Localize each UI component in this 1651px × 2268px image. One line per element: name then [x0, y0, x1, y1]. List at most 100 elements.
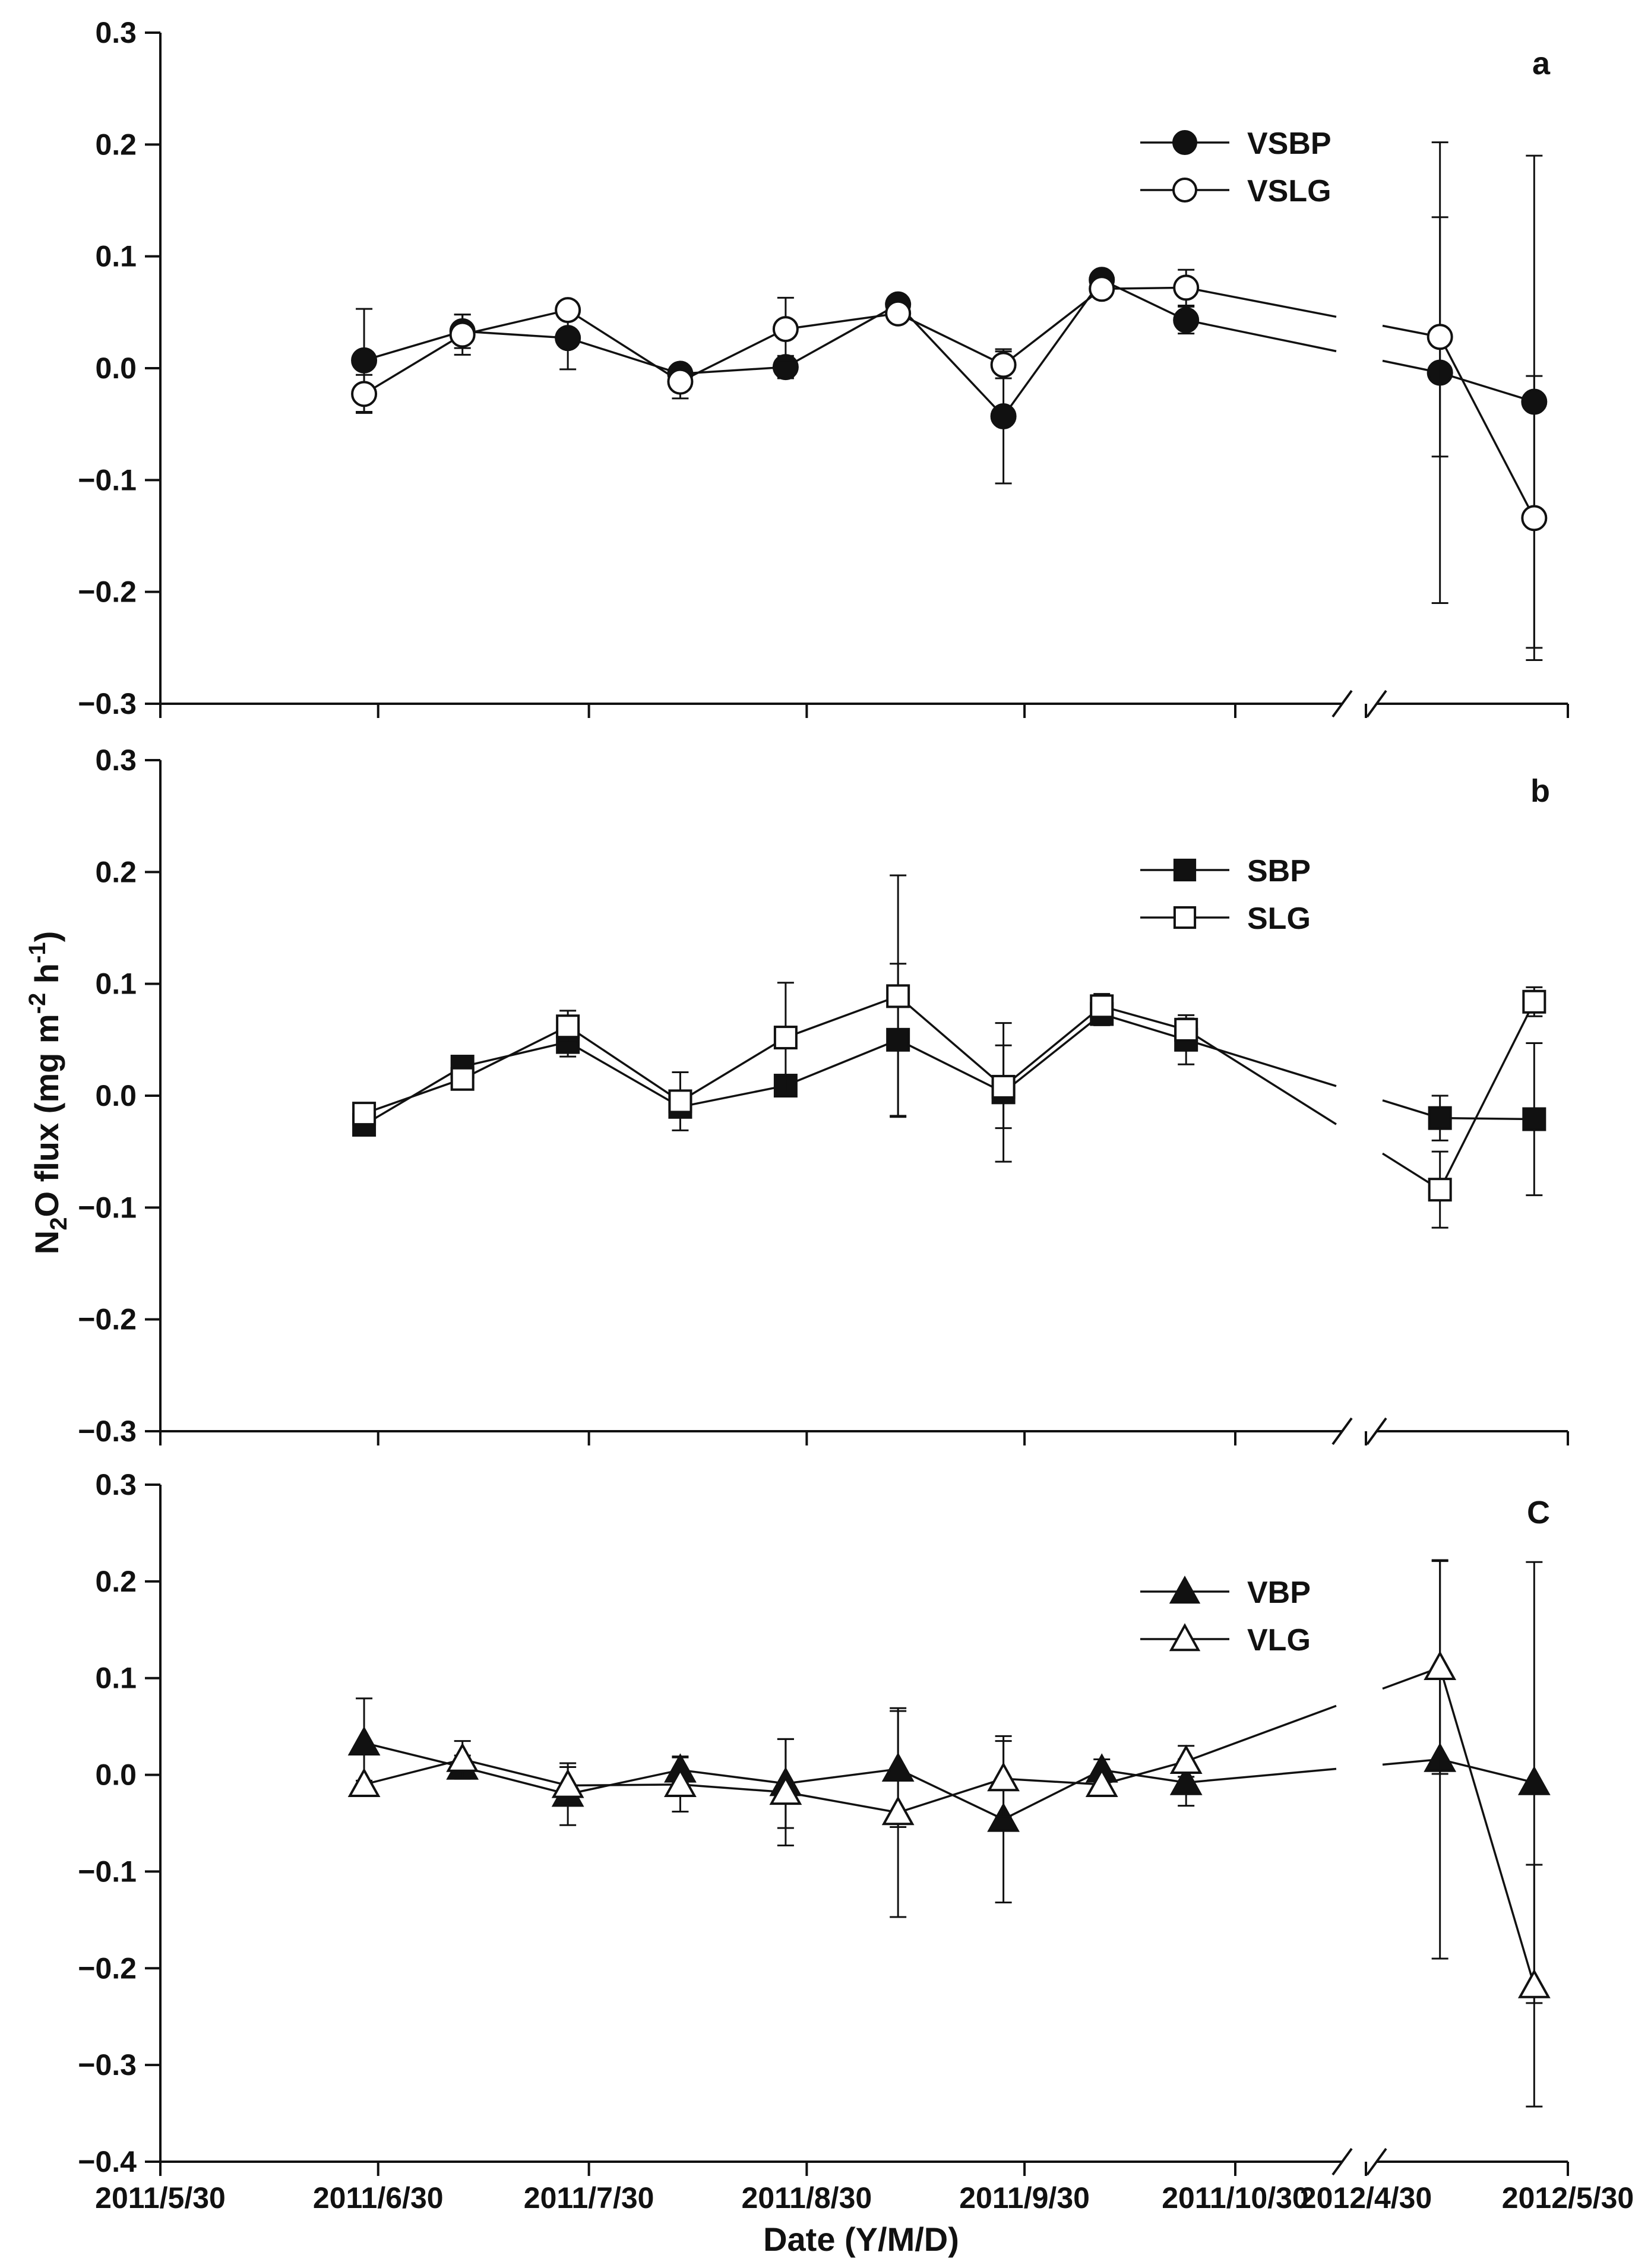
- panel-letter: C: [1527, 1495, 1550, 1530]
- series-slg-point: [1174, 1017, 1198, 1042]
- series-vlg-point: [1424, 1650, 1457, 1680]
- x-tick-label: 2012/4/30: [1300, 2181, 1432, 2215]
- y-tick-label: −0.4: [78, 2145, 137, 2178]
- series-slg-point: [886, 984, 910, 1008]
- series-vbp-line: [1186, 1767, 1337, 1784]
- series-vlg-point: [664, 1767, 697, 1798]
- legend-entry-slg: SLG: [1140, 901, 1311, 936]
- series-vslg-point: [772, 316, 799, 343]
- series-vslg-line: [897, 312, 1004, 366]
- panel-letter: a: [1532, 46, 1551, 81]
- y-tick-label: 0.1: [95, 967, 137, 1001]
- y-tick-label: 0.1: [95, 1662, 137, 1695]
- y-tick-label: 0.2: [95, 128, 137, 161]
- x-tick-label: 2011/6/30: [313, 2181, 444, 2215]
- series-vlg-point: [551, 1769, 584, 1798]
- series-sbp-line: [680, 1084, 786, 1108]
- panel-b: −0.3 −0.2 −0.1 0.0 0.1 0.2 0.3 SBP SLG b: [78, 744, 1569, 1448]
- series-slg-line: [897, 995, 1004, 1088]
- series-sbp-line: [1440, 1116, 1535, 1121]
- series-vlg-line: [363, 1758, 463, 1786]
- series-vslg-line: [1439, 336, 1535, 519]
- series-slg-point: [773, 1026, 798, 1050]
- series-vslg-line: [785, 312, 899, 330]
- series-slg-point: [556, 1014, 580, 1039]
- x-tick-label: 2012/5/30: [1502, 2181, 1634, 2215]
- legend-label: VBP: [1247, 1576, 1311, 1610]
- series-vsbp-line: [462, 330, 568, 339]
- series-slg-line: [1185, 1029, 1337, 1125]
- series-sbp-line: [785, 1039, 899, 1087]
- series-vlg-line: [1438, 1667, 1536, 1987]
- y-tick-label: 0.2: [95, 855, 137, 888]
- series-vslg-point: [1521, 505, 1548, 532]
- series-vlg-line: [462, 1758, 568, 1787]
- series-vslg-point: [885, 300, 912, 327]
- series-vlg-point: [446, 1742, 479, 1772]
- y-tick-label: −0.3: [78, 1415, 137, 1448]
- legend-marker: [1173, 906, 1197, 929]
- series-vslg-point: [1173, 274, 1200, 301]
- legend-label: VSLG: [1247, 174, 1331, 208]
- series-vslg-point: [449, 321, 476, 348]
- y-tick-label: −0.1: [78, 1191, 137, 1224]
- legend-entry-vbp: VBP: [1140, 1576, 1311, 1610]
- series-slg-line: [1101, 1005, 1187, 1031]
- legend-panel-b: SBP SLG: [1140, 854, 1311, 936]
- legend-marker: [1172, 130, 1197, 155]
- series-sbp-line: [1185, 1039, 1337, 1087]
- series-slg-line: [785, 995, 899, 1039]
- x-tick-label: 2011/7/30: [524, 2181, 654, 2215]
- legend-entry-vslg: VSLG: [1140, 174, 1331, 208]
- y-tick-label: 0.3: [95, 1468, 137, 1501]
- series-slg-point: [450, 1067, 475, 1091]
- y-tick-label: −0.2: [78, 1303, 137, 1336]
- axis-break-mark: [1366, 2147, 1387, 2176]
- legend-marker: [1172, 178, 1197, 203]
- series-vslg-line: [1185, 286, 1337, 318]
- series-vbp: [347, 1559, 1551, 2004]
- series-vsbp-line: [1101, 279, 1187, 321]
- series-vslg-point: [555, 297, 581, 324]
- series-vlg-line: [568, 1783, 681, 1787]
- y-tick-label: −0.3: [78, 687, 137, 720]
- legend-label: VSBP: [1247, 126, 1331, 161]
- series-vslg-point: [351, 381, 378, 407]
- series-vlg-line: [785, 1791, 899, 1814]
- legend-panel-a: VSBP VSLG: [1140, 126, 1331, 208]
- series-vsbp-point: [351, 347, 378, 374]
- series-vlg-point: [769, 1775, 802, 1805]
- series-vslg-point: [990, 352, 1017, 378]
- series-vslg-point: [1089, 276, 1115, 302]
- series-slg-line: [679, 1036, 786, 1102]
- y-tick-label: 0.2: [95, 1565, 137, 1598]
- legend-marker: [1169, 1623, 1201, 1652]
- series-vslg-line: [363, 334, 463, 395]
- series-sbp-line: [462, 1040, 568, 1068]
- y-tick-label: 0.3: [95, 16, 137, 49]
- series-sbp: [352, 963, 1546, 1197]
- legend-marker: [1173, 858, 1197, 882]
- x-tick-label: 2011/5/30: [95, 2181, 226, 2215]
- series-vsbp-line: [1185, 319, 1337, 353]
- series-vlg: [347, 1560, 1551, 2108]
- series-vbp-point: [347, 1726, 381, 1756]
- series-vslg-line: [1102, 286, 1187, 290]
- series-vbp-line: [1002, 1769, 1103, 1821]
- series-vslg-line: [679, 328, 786, 383]
- series-vsbp-line: [1440, 371, 1535, 403]
- series-sbp-point: [1428, 1106, 1452, 1130]
- series-vbp-line: [897, 1768, 1004, 1821]
- y-axis-title: N2O flux (mg m-2 h-1): [24, 931, 72, 1255]
- series-slg-point: [991, 1074, 1016, 1099]
- series-vslg-line: [462, 309, 568, 336]
- series-vlg-point: [1169, 1744, 1203, 1774]
- series-vbp-line: [785, 1768, 899, 1785]
- series-slg-point: [352, 1102, 377, 1126]
- series-sbp-line: [1002, 1013, 1103, 1093]
- series-vbp-line: [567, 1769, 681, 1795]
- series-vlg-point: [1517, 1969, 1551, 1998]
- x-tick-label: 2011/8/30: [742, 2181, 872, 2215]
- series-sbp-line: [1101, 1013, 1187, 1041]
